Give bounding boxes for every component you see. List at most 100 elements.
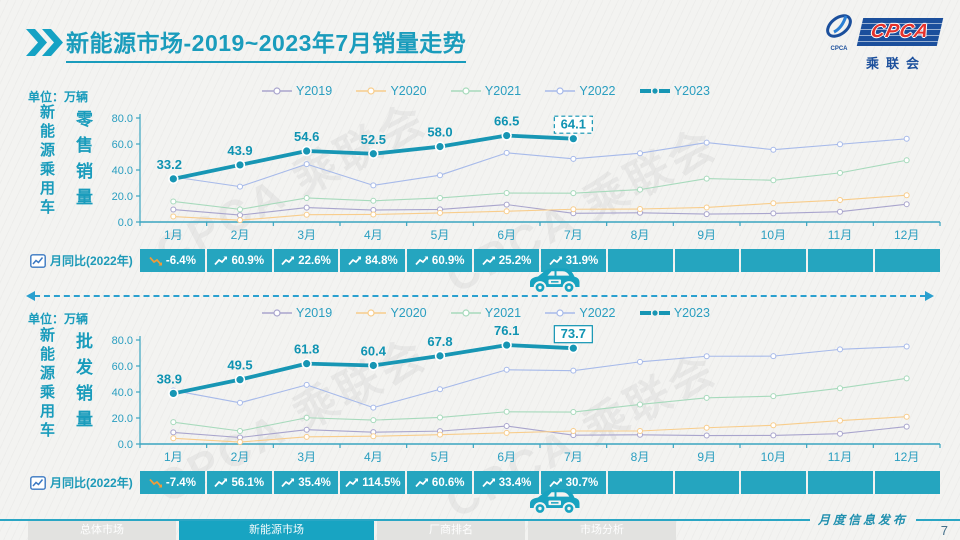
svg-text:4月: 4月 xyxy=(364,450,383,464)
svg-text:6月: 6月 xyxy=(497,450,516,464)
page-number: 7 xyxy=(940,523,948,538)
legend-item-y2019: Y2019 xyxy=(262,84,332,98)
trend-up-icon xyxy=(548,255,562,265)
chart-icon xyxy=(30,253,46,268)
tab-2[interactable]: 厂商排名 xyxy=(377,521,525,540)
yoy-cell: 56.1% xyxy=(206,471,272,494)
svg-text:7月: 7月 xyxy=(564,228,583,242)
yoy-cell: -7.4% xyxy=(140,471,205,494)
svg-text:38.9: 38.9 xyxy=(157,371,182,386)
trend-up-icon xyxy=(482,477,495,487)
legend-marker-icon xyxy=(450,309,481,317)
retail-measure-label: 零售销量 xyxy=(73,110,92,214)
footer-rule: 月度信息发布 xyxy=(0,511,960,528)
chart-icon xyxy=(30,475,46,490)
svg-text:9月: 9月 xyxy=(697,228,716,242)
yoy-value: 31.9% xyxy=(565,254,599,267)
yoy-cells: -6.4% 60.9% 22.6% 84.8% 60.9% 25.2% 31.9% xyxy=(140,249,940,272)
legend-marker-icon xyxy=(262,87,292,95)
svg-text:4月: 4月 xyxy=(364,228,383,242)
yoy-cell: 60.9% xyxy=(407,249,473,272)
legend-marker-icon xyxy=(450,87,481,95)
svg-text:5月: 5月 xyxy=(431,228,450,242)
trend-down-icon xyxy=(149,256,163,266)
retail-unit-label: 单位：万辆 xyxy=(28,90,89,104)
yoy-value: 30.7% xyxy=(565,476,599,489)
yoy-cell: 33.4% xyxy=(474,471,539,494)
svg-text:3月: 3月 xyxy=(297,228,316,242)
legend-item-y2020: Y2020 xyxy=(356,84,427,98)
svg-text:61.8: 61.8 xyxy=(294,342,319,357)
yoy-cell xyxy=(674,249,740,272)
svg-text:60.4: 60.4 xyxy=(361,343,387,358)
yoy-value: 22.6% xyxy=(298,254,331,267)
yoy-cell: 31.9% xyxy=(540,249,606,272)
svg-text:40.0: 40.0 xyxy=(112,165,133,177)
legend-label: Y2021 xyxy=(484,84,522,98)
svg-text:80.0: 80.0 xyxy=(112,335,133,347)
yoy-value: -7.4% xyxy=(165,476,196,489)
wholesale-measure-label: 批发销量 xyxy=(73,332,92,436)
tab-0[interactable]: 总体市场 xyxy=(28,521,176,540)
svg-text:11月: 11月 xyxy=(828,228,852,242)
car-glyph xyxy=(530,268,580,294)
wholesale-yoy-row: 月同比(2022年) -7.4% 56.1% 35.4% 114.5% 60.6% 33.4… xyxy=(30,471,940,494)
svg-text:64.1: 64.1 xyxy=(561,117,586,132)
retail-legend: Y2019 Y2020 Y2021 Y2022 Y2023 xyxy=(262,84,710,98)
legend-marker-icon xyxy=(639,88,670,94)
svg-text:20.0: 20.0 xyxy=(112,191,133,203)
legend-item-y2023: Y2023 xyxy=(639,84,710,98)
yoy-cell: 60.9% xyxy=(206,249,272,272)
yoy-cell xyxy=(808,471,874,494)
trend-up-icon xyxy=(214,477,228,487)
logo-name: CPCA xyxy=(868,21,932,42)
yoy-cell xyxy=(875,249,940,272)
tab-3[interactable]: 市场分析 xyxy=(528,521,676,540)
yoy-cell: 35.4% xyxy=(273,471,339,494)
svg-text:67.8: 67.8 xyxy=(427,334,452,349)
yoy-cell xyxy=(741,249,807,272)
trend-up-icon xyxy=(214,255,228,265)
yoy-cell xyxy=(808,249,874,272)
svg-text:66.5: 66.5 xyxy=(494,114,519,129)
trend-up-icon xyxy=(345,477,359,487)
legend-item-y2022: Y2022 xyxy=(545,306,616,320)
wholesale-side-label: 新能源乘用车 xyxy=(38,327,55,441)
trend-up-icon xyxy=(348,255,362,265)
svg-text:49.5: 49.5 xyxy=(227,358,252,373)
legend-label: Y2023 xyxy=(673,84,710,98)
yoy-value: 114.5% xyxy=(362,476,401,489)
legend-marker-icon xyxy=(356,309,387,317)
page-title-strong: 新能源市场 xyxy=(66,30,184,56)
yoy-cell: 60.6% xyxy=(407,471,473,494)
retail-chart-svg: 0.0 20.0 40.0 60.0 80.0 1月 2月 3月 4月 5月 6月 7月 8月 9月 10月… xyxy=(112,113,941,242)
legend-label: Y2020 xyxy=(390,84,427,98)
trend-down-icon xyxy=(149,478,163,488)
cpca-logo: CPCA CPCA 乘联会 xyxy=(820,12,950,72)
yoy-label-text: 月同比(2022年) xyxy=(50,254,133,268)
svg-text:1月: 1月 xyxy=(164,450,183,464)
svg-text:60.0: 60.0 xyxy=(112,361,133,373)
svg-text:8月: 8月 xyxy=(631,450,650,464)
tab-1[interactable]: 新能源市场 xyxy=(179,521,374,540)
yoy-cell xyxy=(607,471,673,494)
wholesale-legend: Y2019 Y2020 Y2021 Y2022 Y2023 xyxy=(262,306,710,320)
logo-mark-text: CPCA xyxy=(830,46,848,52)
yoy-value: -6.4% xyxy=(165,254,196,267)
svg-text:52.5: 52.5 xyxy=(361,132,386,147)
legend-label: Y2022 xyxy=(579,306,616,320)
yoy-value: 60.9% xyxy=(231,254,265,267)
legend-label: Y2019 xyxy=(296,306,333,320)
legend-item-y2019: Y2019 xyxy=(262,306,332,320)
publication-label: 月度信息发布 xyxy=(817,513,908,527)
wholesale-unit-label: 单位：万辆 xyxy=(28,312,89,326)
yoy-cell: -6.4% xyxy=(140,249,205,272)
yoy-cell xyxy=(741,471,807,494)
svg-text:43.9: 43.9 xyxy=(227,143,252,158)
legend-item-y2021: Y2021 xyxy=(450,306,521,320)
legend-item-y2023: Y2023 xyxy=(639,306,710,320)
cpca-swoosh-icon: CPCA xyxy=(820,12,858,52)
yoy-cell: 114.5% xyxy=(340,471,406,494)
svg-text:12月: 12月 xyxy=(894,228,919,242)
